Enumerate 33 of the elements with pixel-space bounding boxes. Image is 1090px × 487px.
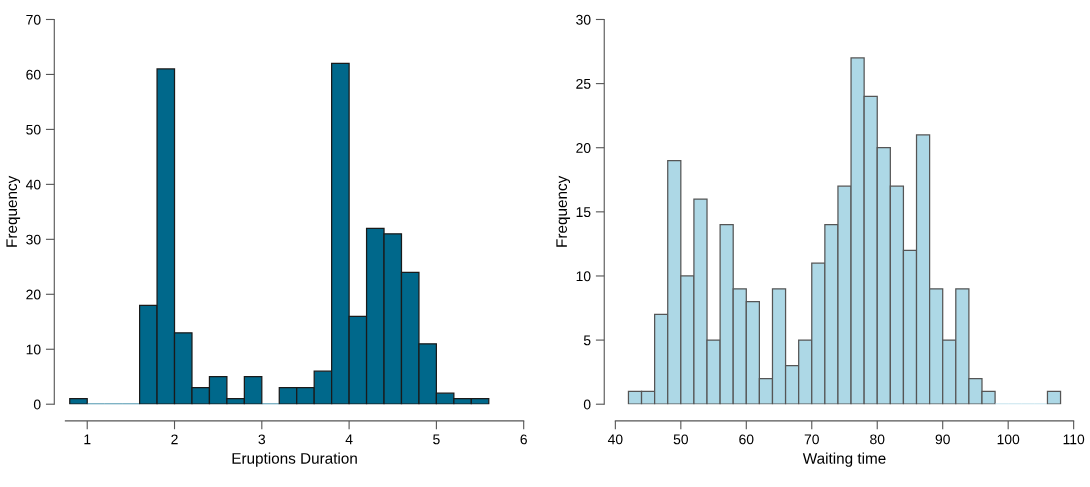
y-tick-label: 15 <box>576 207 591 218</box>
x-tick-label: 50 <box>673 434 689 445</box>
y-tick-label: 20 <box>26 289 41 300</box>
x-tick-label: 60 <box>739 434 754 445</box>
y-tick-label: 20 <box>576 143 591 153</box>
x-tick-label: 40 <box>607 434 623 445</box>
y-tick-label: 0 <box>33 399 41 410</box>
y-axis-title: Frequency <box>556 175 571 247</box>
y-tick-label: 10 <box>26 344 41 355</box>
x-tick-label: 90 <box>935 434 950 445</box>
x-tick-label: 110 <box>1063 434 1085 445</box>
x-tick-label: 2 <box>171 434 178 445</box>
x-tick-label: 3 <box>258 434 266 445</box>
y-tick-label: 70 <box>26 14 41 25</box>
x-tick-label: 70 <box>804 434 819 445</box>
x-axis-title: Waiting time <box>802 452 886 467</box>
y-tick-label: 25 <box>576 78 591 89</box>
x-tick-label: 4 <box>345 434 353 445</box>
x-tick-label: 6 <box>520 434 527 445</box>
y-tick-label: 30 <box>26 234 41 245</box>
y-tick-label: 40 <box>25 179 41 190</box>
y-tick-label: 0 <box>583 399 591 410</box>
x-tick-label: 5 <box>433 434 440 445</box>
x-axis-title: Eruptions Duration <box>232 452 357 467</box>
y-tick-label: 60 <box>26 69 41 80</box>
y-tick-label: 10 <box>576 271 591 282</box>
x-tick-label: 1 <box>84 434 91 445</box>
y-tick-label: 50 <box>26 124 41 135</box>
y-axis-title: Frequency <box>6 175 21 247</box>
y-tick-label: 5 <box>583 335 591 346</box>
x-tick-label: 100 <box>997 434 1020 445</box>
y-tick-label: 30 <box>576 14 591 25</box>
x-tick-label: 80 <box>870 434 885 445</box>
